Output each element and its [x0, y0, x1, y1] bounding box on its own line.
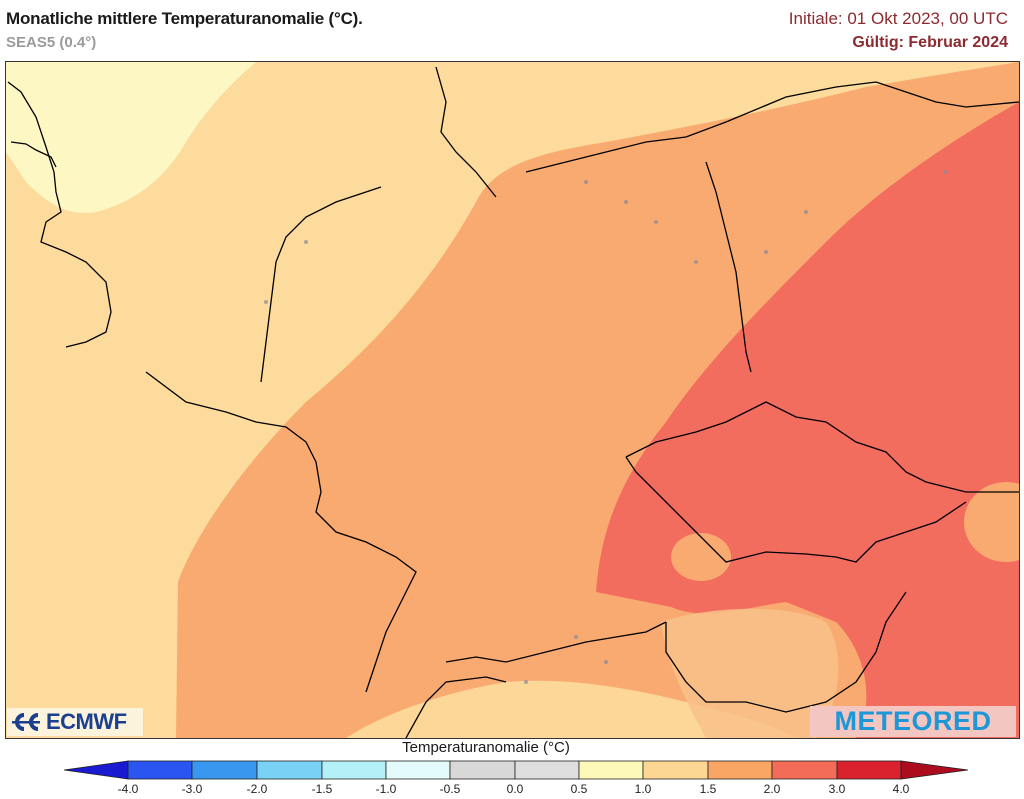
- colorbar-tick: -1.5: [311, 782, 333, 796]
- temperature-anomaly-map: [5, 61, 1020, 739]
- model-label: SEAS5 (0.4°): [6, 34, 97, 51]
- colorbar-tick: -2.0: [246, 782, 268, 796]
- init-time: Initiale: 01 Okt 2023, 00 UTC: [788, 9, 1008, 28]
- colorbar-tick: 0.5: [570, 782, 588, 796]
- colorbar-tick: 2.0: [763, 782, 781, 796]
- colorbar-tick: 1.5: [699, 782, 717, 796]
- meteored-logo-text: METEORED: [834, 706, 992, 736]
- colorbar-tick: 4.0: [892, 782, 910, 796]
- colorbar-tick: -4.0: [117, 782, 139, 796]
- ecmwf-logo: ECMWF: [7, 708, 143, 736]
- anomaly-field: [6, 62, 1019, 738]
- colorbar-tick: -0.5: [439, 782, 461, 796]
- meteored-logo: METEORED: [810, 706, 1016, 737]
- colorbar-tick: 1.0: [634, 782, 652, 796]
- ecmwf-logo-text: ECMWF: [46, 709, 127, 734]
- colorbar-title: Temperaturanomalie (°C): [402, 739, 570, 756]
- valid-period: Gültig: Februar 2024: [852, 34, 1008, 51]
- colorbar-tick: -1.0: [375, 782, 397, 796]
- map-title: Monatliche mittlere Temperaturanomalie (…: [6, 9, 363, 28]
- colorbar-tick: -3.0: [181, 782, 203, 796]
- colorbar-tick: 3.0: [828, 782, 846, 796]
- colorbar-title-wrap: Temperaturanomalie (°C): [0, 739, 1024, 756]
- colorbar-tick: 0.0: [506, 782, 524, 796]
- colorbar: [64, 760, 969, 780]
- ecmwf-emblem-icon: [12, 713, 40, 731]
